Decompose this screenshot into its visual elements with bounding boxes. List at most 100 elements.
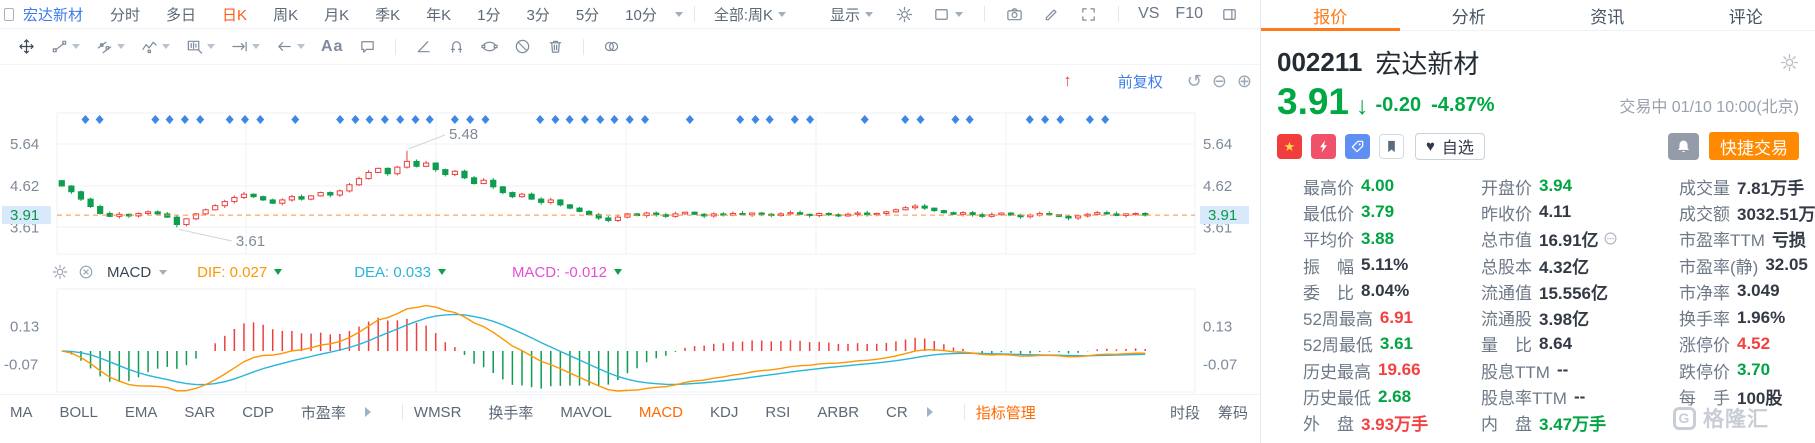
layout-select-icon[interactable] — [933, 6, 964, 23]
stat-value: 3.88 — [1361, 228, 1395, 248]
quick-trade-button[interactable]: 快捷交易 — [1709, 132, 1799, 160]
zoom-out-icon[interactable]: ⊖ — [1211, 71, 1227, 91]
period-tab-5分[interactable]: 5分 — [575, 6, 600, 24]
bell-icon — [1678, 140, 1689, 152]
draw-tool-delete[interactable] — [547, 38, 564, 55]
period-tab-年K[interactable]: 年K — [426, 6, 452, 24]
stat-label: 内 盘 — [1481, 415, 1532, 435]
indicator-tab-EMA[interactable]: EMA — [124, 403, 158, 421]
stat-label: 市盈率TTM — [1679, 231, 1765, 251]
camera-icon — [1007, 7, 1022, 20]
stock-name-link[interactable]: 宏达新材 — [23, 6, 84, 24]
indicator-manage-button[interactable]: 指标管理 — [975, 404, 1036, 422]
period-tab-日K[interactable]: 日K — [222, 6, 248, 24]
tab-时段[interactable]: 时段 — [1169, 404, 1200, 422]
reset-zoom-icon[interactable]: ↺ — [1186, 71, 1202, 91]
draw-tool-magnet[interactable] — [448, 38, 465, 55]
dea-falling-icon — [437, 269, 446, 275]
draw-mode-icon[interactable] — [1043, 6, 1060, 23]
period-tab-月K[interactable]: 月K — [324, 6, 350, 24]
candlestick-chart[interactable]: 5.483.615.64 5.644.62 4.623.61 3.613.91 3.91… — [0, 65, 1260, 443]
range-selector[interactable]: 全部:周K — [713, 4, 787, 25]
adjust-mode-button[interactable]: 前复权 — [1117, 73, 1163, 91]
stat-振幅: 振 幅 5.11% — [1303, 252, 1471, 278]
macd-axis-labels: 0.13 -0.07 0.13 -0.07 — [4, 318, 1237, 373]
price-down-arrow-icon: ↓ — [1356, 92, 1369, 120]
jump-to-latest-icon[interactable]: ↑ — [1063, 71, 1072, 90]
chart-settings-icon[interactable] — [896, 6, 913, 23]
indicator-tab-MAVOL[interactable]: MAVOL — [560, 403, 612, 421]
chevron-down-icon[interactable] — [674, 11, 683, 17]
tab-报价[interactable]: 报价 — [1261, 0, 1400, 31]
indicator-tab-SAR[interactable]: SAR — [184, 403, 216, 421]
stat-value: 7.81万手 — [1737, 178, 1805, 198]
period-tab-1分[interactable]: 1分 — [477, 6, 501, 24]
panel-settings-icon[interactable] — [1780, 53, 1799, 72]
indicator-settings-icon[interactable] — [52, 264, 68, 280]
indicator-tab-CDP[interactable]: CDP — [242, 403, 274, 421]
add-favorite-button[interactable]: ♥ 自选 — [1415, 132, 1485, 160]
draw-tool-angle[interactable] — [415, 38, 432, 55]
indicator-tab-MA[interactable]: MA — [10, 403, 33, 421]
indicator-name[interactable]: MACD — [107, 263, 152, 281]
screenshot-icon[interactable] — [1006, 6, 1023, 23]
chevron-right-icon[interactable] — [926, 407, 933, 417]
draw-tool-text[interactable]: Aa — [321, 38, 343, 56]
indicator-tab-BOLL[interactable]: BOLL — [59, 403, 98, 421]
event-diamond-markers[interactable] — [81, 115, 1110, 124]
draw-tool-trendline[interactable] — [51, 38, 80, 55]
indicator-tab-ARBR[interactable]: ARBR — [817, 403, 860, 421]
period-tab-10分[interactable]: 10分 — [625, 6, 657, 24]
side-panel-toggle[interactable] — [1221, 6, 1238, 23]
stat-label: 每 手 — [1679, 389, 1730, 409]
indicator-tab-RSI[interactable]: RSI — [765, 403, 791, 421]
tab-筹码[interactable]: 筹码 — [1217, 404, 1248, 422]
indicator-tab-WMSR[interactable]: WMSR — [413, 403, 462, 421]
stat-label: 开盘价 — [1481, 178, 1532, 198]
draw-tool-arrow[interactable] — [276, 38, 305, 55]
alert-bell-button[interactable] — [1668, 132, 1699, 160]
delete-icon — [550, 40, 562, 53]
draw-tool-channel[interactable] — [96, 38, 125, 55]
chevron-down-icon[interactable] — [159, 269, 168, 275]
draw-tool-pattern[interactable] — [186, 38, 215, 55]
display-dropdown[interactable]: 显示 — [830, 4, 874, 25]
draw-tool-move[interactable] — [18, 38, 35, 55]
indicator-tab-MACD[interactable]: MACD — [638, 403, 683, 421]
period-tab-多日[interactable]: 多日 — [166, 6, 197, 24]
indicator-tab-CR[interactable]: CR — [886, 403, 908, 421]
draw-tool-measure[interactable] — [231, 38, 260, 55]
period-tab-季K[interactable]: 季K — [375, 6, 401, 24]
indicator-tab-市盈率[interactable]: 市盈率 — [300, 404, 346, 422]
fullscreen-icon[interactable] — [1080, 6, 1097, 23]
compare-vs-button[interactable]: VS — [1138, 5, 1160, 22]
draw-tool-comment[interactable] — [359, 38, 376, 55]
stat-label: 平均价 — [1303, 231, 1354, 251]
panel-toggle-icon[interactable] — [4, 7, 14, 21]
tab-评论[interactable]: 评论 — [1728, 7, 1763, 27]
zoom-in-icon[interactable]: ⊕ — [1236, 71, 1252, 91]
stat-label: 历史最高 — [1303, 362, 1371, 382]
period-tab-周K[interactable]: 周K — [273, 6, 299, 24]
stock-header: 002211 宏达新材 — [1261, 31, 1815, 81]
draw-tool-wave[interactable] — [141, 38, 170, 55]
more-info-icon[interactable] — [1603, 231, 1618, 246]
draw-tool-replay[interactable] — [481, 38, 499, 55]
indicator-tab-换手率[interactable]: 换手率 — [488, 404, 534, 422]
tab-资讯[interactable]: 资讯 — [1590, 7, 1625, 27]
f10-fundamentals-button[interactable]: F10 — [1175, 5, 1203, 22]
bookmark-badge[interactable] — [1379, 133, 1404, 159]
gear-icon — [896, 6, 913, 22]
stat-value: 3.93万手 — [1361, 415, 1429, 435]
range-selector-label: 全部:周K — [713, 6, 774, 24]
tab-分析[interactable]: 分析 — [1451, 7, 1486, 27]
draw-tool-settings[interactable] — [636, 38, 653, 55]
indicator-tab-KDJ[interactable]: KDJ — [710, 403, 739, 421]
draw-tool-hide[interactable] — [514, 38, 531, 55]
indicator-close-icon[interactable] — [78, 264, 94, 280]
svg-text:3.61: 3.61 — [236, 233, 265, 250]
draw-tool-compare[interactable] — [603, 38, 620, 55]
period-tab-分时[interactable]: 分时 — [110, 6, 141, 24]
period-tab-3分[interactable]: 3分 — [526, 6, 550, 24]
chevron-right-icon[interactable] — [364, 407, 371, 417]
